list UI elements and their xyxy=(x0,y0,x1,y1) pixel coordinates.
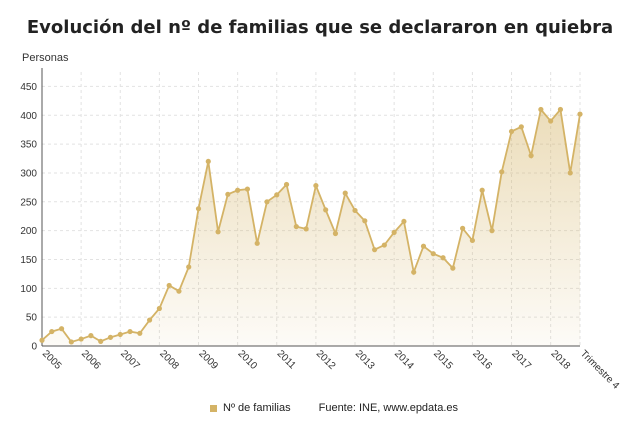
data-point xyxy=(499,169,505,175)
data-point xyxy=(479,187,485,193)
data-point xyxy=(469,237,475,244)
y-tick-label: 100 xyxy=(20,284,37,295)
data-point xyxy=(332,230,339,237)
data-point xyxy=(117,331,123,338)
data-point xyxy=(450,265,456,271)
data-point xyxy=(186,264,192,270)
legend-series-label: Nº de familias xyxy=(223,402,291,414)
x-tick-label: 2017 xyxy=(509,348,533,372)
data-point xyxy=(430,251,436,257)
y-tick-labels: 0 50 100 150 200 250 300 350 400 450 xyxy=(20,82,37,353)
axes xyxy=(41,68,580,347)
x-tick-label: 2007 xyxy=(118,348,142,372)
y-tick-label: 300 xyxy=(20,168,37,179)
data-point xyxy=(538,106,544,113)
data-point xyxy=(137,330,143,336)
x-tick-label: 2006 xyxy=(79,348,103,372)
data-point xyxy=(411,269,417,275)
area-fill-layer xyxy=(41,107,581,346)
chart-title: Evolución del nº de familias que se decl… xyxy=(26,17,614,38)
data-point xyxy=(381,242,387,248)
y-tick-label: 200 xyxy=(20,226,37,237)
y-tick-label: 350 xyxy=(20,140,37,151)
data-point xyxy=(323,207,329,213)
x-tick-label: 2014 xyxy=(392,348,416,372)
x-tick-label: Trimestre 4 xyxy=(578,348,622,392)
data-point xyxy=(127,328,133,335)
data-point xyxy=(147,317,153,323)
data-point xyxy=(254,240,260,246)
source-note: Fuente: INE, www.epdata.es xyxy=(318,402,459,414)
data-point xyxy=(205,158,211,165)
y-axis-unit-label: Personas xyxy=(22,52,69,64)
y-tick-label: 250 xyxy=(20,197,37,208)
data-point xyxy=(293,223,299,230)
data-point xyxy=(460,225,466,231)
data-point xyxy=(577,111,583,117)
y-tick-label: 50 xyxy=(26,313,38,324)
data-point xyxy=(352,207,358,214)
data-point xyxy=(283,181,290,188)
data-point xyxy=(225,191,231,197)
data-point xyxy=(508,128,515,135)
data-point xyxy=(156,305,162,312)
x-tick-label: 2018 xyxy=(549,348,573,372)
data-point xyxy=(58,326,65,332)
data-point xyxy=(215,229,221,235)
data-point xyxy=(195,206,202,212)
data-point xyxy=(98,338,104,344)
series-area xyxy=(42,109,580,346)
data-point xyxy=(420,243,427,249)
x-tick-label: 2016 xyxy=(470,348,494,372)
x-tick-label: 2008 xyxy=(157,348,181,372)
data-point xyxy=(107,334,114,340)
y-tick-label: 450 xyxy=(20,82,37,93)
data-point xyxy=(235,187,241,193)
legend: Nº de familias Fuente: INE, www.epdata.e… xyxy=(210,402,458,414)
y-tick-label: 150 xyxy=(20,255,37,266)
data-point xyxy=(39,337,45,343)
x-tick-label: 2011 xyxy=(275,348,298,371)
y-tick-label: 0 xyxy=(31,342,37,353)
data-point xyxy=(548,118,554,124)
x-tick-label: 2013 xyxy=(353,348,377,372)
x-tick-label: 2012 xyxy=(314,348,338,372)
legend-swatch xyxy=(210,404,217,412)
data-point xyxy=(264,199,270,205)
data-point xyxy=(342,190,348,196)
data-point xyxy=(88,333,94,339)
data-point xyxy=(176,288,182,294)
data-point xyxy=(166,282,172,289)
x-tick-label: 2005 xyxy=(40,348,64,372)
data-point xyxy=(49,328,55,335)
data-point xyxy=(244,186,251,192)
x-tick-label: 2009 xyxy=(196,348,220,372)
data-point xyxy=(78,336,84,342)
data-point xyxy=(567,170,573,176)
data-point xyxy=(313,183,319,189)
data-point xyxy=(303,226,309,232)
data-point xyxy=(391,229,397,235)
data-point xyxy=(440,255,446,261)
y-tick-label: 400 xyxy=(20,111,37,122)
data-point xyxy=(518,124,524,130)
data-point xyxy=(528,153,534,159)
data-point xyxy=(557,106,564,113)
data-point xyxy=(401,218,407,225)
x-tick-label: 2015 xyxy=(431,348,455,372)
x-tick-labels: 2005 2006 2007 2008 2009 2010 2011 2012 2013 2014… xyxy=(40,348,622,392)
data-point xyxy=(68,339,74,345)
data-point xyxy=(362,218,368,224)
x-tick-label: 2010 xyxy=(236,348,260,372)
data-point xyxy=(489,228,495,234)
data-point xyxy=(274,192,280,198)
data-point xyxy=(371,247,378,253)
data-points xyxy=(39,106,583,345)
